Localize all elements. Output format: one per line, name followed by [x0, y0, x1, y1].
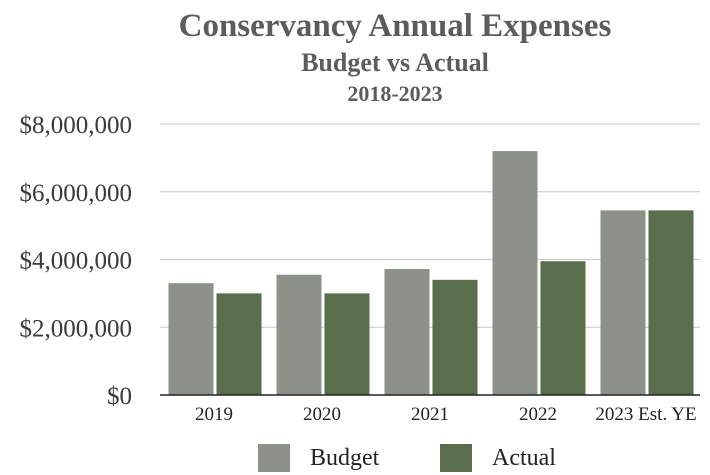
bar-budget: [384, 268, 430, 395]
x-tick-label: 2023 Est. YE: [595, 404, 696, 425]
bar-chart: $0 $2,000,000 $4,000,000 $6,000,000 $8,000,0…: [20, 112, 700, 425]
bar-budget: [276, 274, 322, 395]
bar-actual: [648, 210, 694, 395]
bar-actual: [216, 293, 262, 395]
bar-actual: [540, 261, 586, 395]
x-tick-label: 2020: [303, 404, 341, 425]
y-tick-label: $4,000,000: [20, 248, 133, 275]
x-tick-label: 2019: [195, 404, 233, 425]
legend-label-budget: Budget: [310, 444, 380, 471]
y-tick-label: $0: [107, 383, 132, 410]
chart-titles: Conservancy Annual Expenses Budget vs Ac…: [0, 6, 710, 108]
chart-subtitle-years: 2018-2023: [347, 81, 443, 106]
y-tick-label: $2,000,000: [20, 315, 133, 342]
bar-budget: [492, 151, 538, 395]
y-tick-label: $8,000,000: [20, 112, 133, 139]
bar-budget: [600, 210, 646, 395]
bar-actual: [324, 293, 370, 395]
chart-title: Conservancy Annual Expenses: [178, 8, 612, 44]
legend-item-actual: Actual: [440, 444, 556, 472]
chart-subtitle: Budget vs Actual: [301, 48, 489, 77]
legend-swatch-budget: [258, 444, 290, 472]
x-tick-label: 2022: [519, 404, 557, 425]
bar-budget: [168, 283, 214, 395]
bar-actual: [432, 279, 478, 395]
x-tick-label: 2021: [411, 404, 449, 425]
legend-swatch-actual: [440, 444, 472, 472]
y-tick-label: $6,000,000: [20, 180, 133, 207]
legend: Budget Actual: [0, 444, 710, 474]
legend-label-actual: Actual: [492, 444, 556, 471]
legend-item-budget: Budget: [258, 444, 379, 472]
